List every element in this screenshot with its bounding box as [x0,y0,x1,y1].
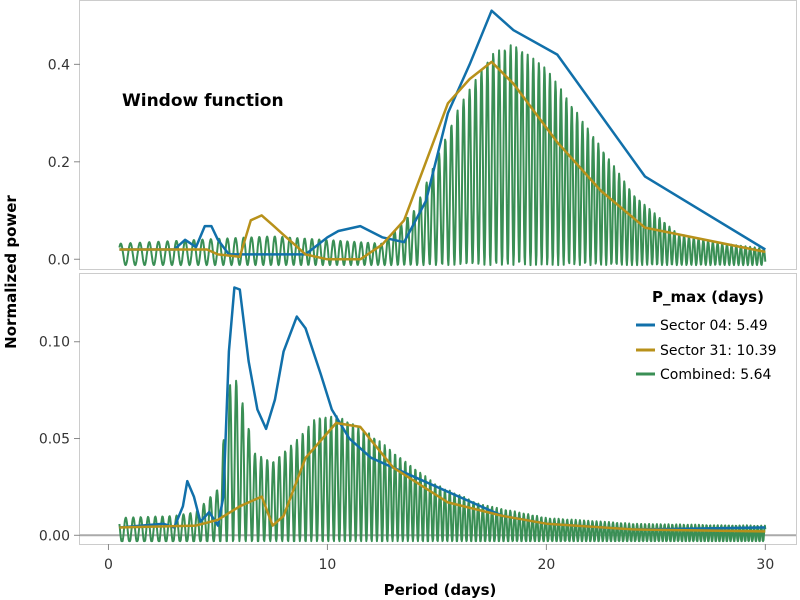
top-panel-axes: 0.0 0.2 0.4 [48,57,80,268]
x-tick-label: 10 [319,557,337,573]
bottom-panel-frame [79,273,797,545]
top-panel: 0.0 0.2 0.4 Window function [48,0,797,270]
x-axis-title: Period (days) [384,581,497,599]
legend: P_max (days) Sector 04: 5.49 Sector 31: … [636,288,777,383]
top-panel-frame [79,0,797,270]
legend-label-sector-04: Sector 04: 5.49 [660,318,768,334]
series-line-sector-04-bottom [119,286,766,531]
y-tick-label-top: 0.0 [48,252,70,268]
bottom-panel: 0.00 0.05 0.10 0 10 20 30 P_max (days) Sector … [39,273,797,573]
y-tick-label-bottom: 0.10 [39,335,70,351]
x-tick-label: 20 [537,557,555,573]
legend-label-combined: Combined: 5.64 [660,367,772,383]
x-tick-label: 0 [104,557,113,573]
y-tick-label-bottom: 0.05 [39,432,70,448]
series-line-combined-bottom [118,379,767,543]
legend-label-sector-31: Sector 31: 10.39 [660,343,777,359]
bottom-panel-series [118,286,767,543]
series-line-sector-31-top [119,60,766,261]
legend-title: P_max (days) [652,288,764,306]
y-tick-label-bottom: 0.00 [39,528,70,544]
x-tick-label: 30 [756,557,774,573]
window-function-annotation: Window function [122,91,284,111]
series-line-combined-top [118,44,767,267]
y-tick-label-top: 0.4 [48,57,70,73]
y-axis-title: Normalized power [2,195,20,349]
y-tick-label-top: 0.2 [48,155,70,171]
top-panel-series [118,9,767,267]
series-line-sector-31-bottom [119,421,766,533]
series-line-sector-04-top [119,9,766,256]
